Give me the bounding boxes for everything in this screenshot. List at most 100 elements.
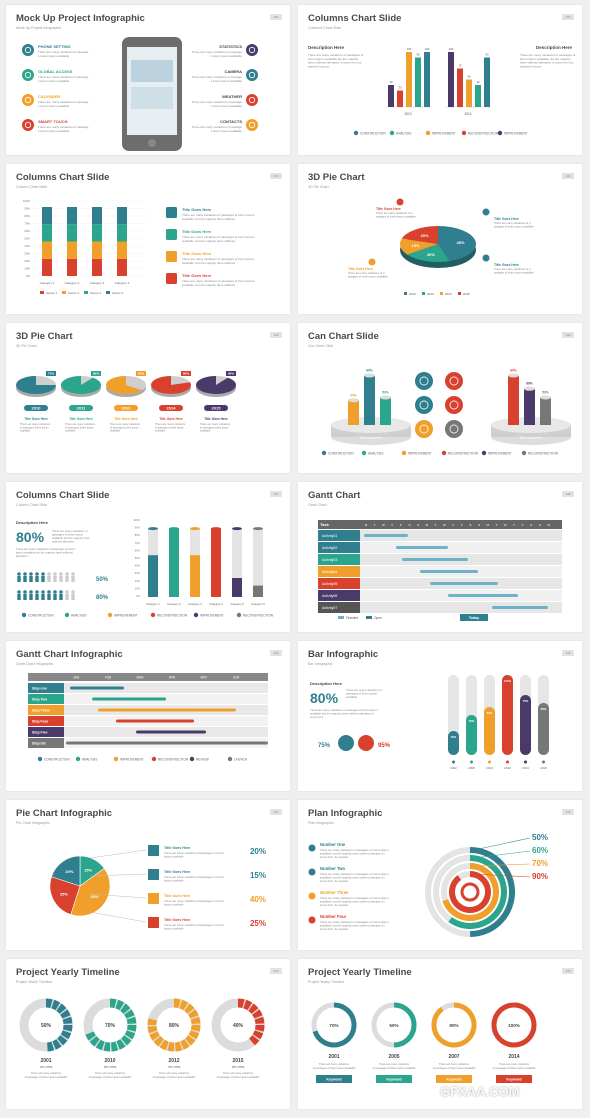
slide-6[interactable]: Title Goes Here 45% 90% 50% Title Goes Here 9… <box>298 323 582 473</box>
check-icon <box>308 892 316 900</box>
x-tick-label: Category 3 <box>90 281 105 285</box>
slide-14[interactable]: 70% 2001 There are many variations of pass… <box>298 959 582 1109</box>
slide-canvas: Description Here 80% There are many variat… <box>310 675 549 770</box>
item-title: Title Goes Here <box>182 251 212 256</box>
item-text: There are many variations of passages of… <box>182 279 255 283</box>
column-fill <box>211 528 221 597</box>
slide-canvas: JAN FEB MAR APR MAY JUN Step one Step Two Step T… <box>28 673 268 761</box>
item-text: available, but the majority have suffere… <box>182 239 235 243</box>
keyword-tab <box>316 1075 352 1083</box>
callout-text: assages of lorem ipsum available <box>494 271 534 275</box>
day-label: M <box>365 523 368 527</box>
slide-11[interactable]: 15% 40% 25% 20% Title Goes Here There are man… <box>6 800 290 950</box>
donut-segment <box>254 1024 265 1032</box>
can-bar <box>380 397 391 425</box>
bar-value-label: 100% <box>504 679 512 683</box>
donut-segment <box>126 1016 137 1025</box>
description-text: alteration <box>16 554 28 558</box>
slide-5[interactable]: 75% 2010 Title Goes Here There are many var… <box>6 323 290 473</box>
connector-line <box>473 837 531 851</box>
can-bar <box>540 397 551 425</box>
statistics-icon-glyph <box>248 46 256 54</box>
person-icon-body <box>59 576 63 582</box>
pie-slice <box>150 376 191 394</box>
donut-segment <box>89 1036 100 1047</box>
slide-7[interactable]: Description Here 80% There are many variat… <box>6 482 290 632</box>
slide-4[interactable]: 45% 20% 15% 20% Title Goes Here There are man… <box>298 164 582 314</box>
legend-label: RECONSTRUCTION <box>448 451 479 455</box>
item-text: There are many variations <box>159 1071 190 1075</box>
person-icon <box>71 590 75 594</box>
feature-text: s lorem ipsum available <box>211 79 243 83</box>
donut-segment <box>46 1041 55 1052</box>
year-label: 2014 <box>508 1054 519 1060</box>
globe-icon-glyph <box>24 71 32 79</box>
slide-1[interactable]: PHONE SETTING There are many variations o… <box>6 5 290 155</box>
callout-title: Title Goes Here <box>376 207 401 211</box>
legend-label: RECONSTRUCTION <box>243 613 274 617</box>
y-tick-label: 100% <box>133 518 140 522</box>
item-text: available, but the majority have suffere… <box>320 900 385 904</box>
y-tick-label: 0% <box>26 274 31 278</box>
item-text: some form, by injected <box>320 927 349 931</box>
screen-image <box>131 87 173 109</box>
donut-segment <box>116 1039 126 1050</box>
slide-subtitle: 3D Pie Chart <box>16 344 37 348</box>
female-icon <box>358 735 374 751</box>
description-text: passages of lorem ipsum <box>52 533 84 537</box>
feature-icon <box>445 372 463 390</box>
amount-label: 755,785$ <box>168 1065 181 1069</box>
slide-9[interactable]: JAN FEB MAR APR MAY JUN Step one Step Two Step T… <box>6 641 290 791</box>
person-icon-body <box>47 594 51 600</box>
slide-subtitle: Pie Chart Infographic <box>16 821 50 825</box>
task-label: Activity02 <box>322 546 337 550</box>
marker-dot <box>488 760 491 764</box>
legend-label: ANALYSIS <box>71 613 86 617</box>
person-icon <box>23 572 27 576</box>
x-tick-label: Category 2 <box>167 602 181 606</box>
stacked-bar <box>117 258 127 276</box>
slide-2[interactable]: Description Here There are many variation… <box>298 5 582 155</box>
slide-3[interactable]: 0% 10% 20% 30% 40% 50% 60% 70% 80% 90% 100% Categor… <box>6 164 290 314</box>
row-bg <box>318 530 562 541</box>
slide-13[interactable]: 50% 2001 465,785$ There are many variations… <box>6 959 290 1109</box>
connector-line <box>89 873 147 877</box>
slide-title: 3D Pie Chart <box>308 172 365 183</box>
callout-text: assages of lorem ipsum available <box>376 215 416 219</box>
x-tick-label: Category 4 <box>209 602 223 606</box>
slide-8[interactable]: Task M T W T F S S M T W T F S S M T W T F S S M Activity01 Acti… <box>298 482 582 632</box>
can-bar <box>364 375 375 425</box>
bar <box>397 90 403 107</box>
bar-value-label: 30 <box>398 86 402 90</box>
donut-segment <box>159 1039 169 1051</box>
pie-slice <box>51 855 81 887</box>
legend-label: IMPROVEMENT <box>120 757 144 761</box>
donut-arc <box>393 1002 417 1048</box>
contacts-icon <box>246 119 258 131</box>
day-label: F <box>461 523 463 527</box>
item-text: some form, by injected <box>320 903 349 907</box>
y-tick-label: 40% <box>24 244 30 248</box>
trophy-icon <box>148 917 159 928</box>
can-top <box>364 373 375 378</box>
slide-12[interactable]: Number One There are many variations of p… <box>298 800 582 950</box>
slide-10[interactable]: Description Here 80% There are many variat… <box>298 641 582 791</box>
tag-icon <box>166 251 177 262</box>
description-text: There are many variations of passages of… <box>310 708 378 712</box>
stacked-bar <box>67 224 77 242</box>
feature-icon <box>415 420 433 438</box>
calendar-icon <box>166 229 177 240</box>
amount-label: 465,785$ <box>40 1065 53 1069</box>
touch-icon <box>22 119 34 131</box>
step-cell <box>28 727 64 737</box>
month-label: APR <box>169 676 176 680</box>
person-icon <box>41 572 45 576</box>
legend-label: RECONSTRUCTION <box>528 451 559 455</box>
x-tick-label: 2012 <box>504 766 511 770</box>
item-title: Number One <box>320 842 346 847</box>
donut-segment <box>147 1025 158 1034</box>
day-label: T <box>374 523 376 527</box>
legend-label: REVIEW <box>196 757 209 761</box>
task-header: Task <box>320 522 330 527</box>
y-tick-label: 10% <box>135 586 141 590</box>
